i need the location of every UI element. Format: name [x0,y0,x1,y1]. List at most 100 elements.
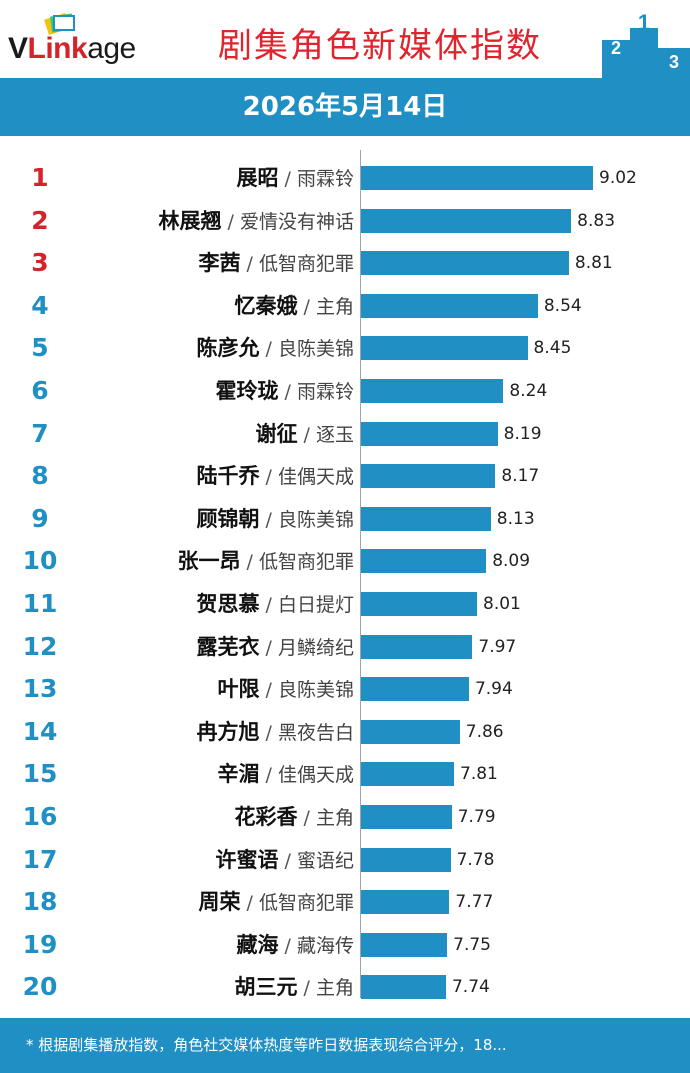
label-separator: / [297,807,316,829]
character-name: 忆秦娥 [234,293,298,318]
drama-title: 白日提灯 [277,594,354,616]
rank-number: 11 [22,589,58,618]
bar [361,932,448,957]
chart-row: 9 顾锦朝 / 良陈美锦 8.13 [0,498,690,540]
value-label: 8.09 [492,551,531,572]
category-label: 忆秦娥 / 主角 [235,285,355,327]
character-name: 谢征 [255,421,298,446]
bar [361,336,528,361]
rank-number: 7 [31,418,49,448]
category-label: 顾锦朝 / 良陈美锦 [197,498,355,540]
drama-title: 藏海传 [296,934,354,957]
character-name: 藏海 [236,932,279,957]
chart-row: 18 周荣 / 低智商犯罪 7.77 [0,881,690,923]
rank-number: 1 [31,163,49,192]
drama-title: 低智商犯罪 [258,551,354,574]
value-label: 7.81 [460,764,498,785]
rank-number: 17 [22,844,58,874]
value-label: 8.01 [483,594,521,614]
value-label: 7.78 [456,849,495,870]
category-label: 贺思慕 / 白日提灯 [197,583,355,625]
label-separator: / [240,253,259,276]
category-label: 辛湄 / 佳偶天成 [218,753,355,795]
value-label: 8.83 [577,210,616,231]
label-separator: / [259,679,278,702]
bar [361,975,446,1000]
character-name: 陆千乔 [196,464,260,489]
label-separator: / [278,849,297,872]
rank-number: 4 [31,290,49,320]
drama-title: 爱情没有神话 [239,210,354,233]
chart-row: 20 胡三元 / 主角 7.74 [0,966,690,1008]
bar [361,677,469,702]
value-label: 8.19 [503,423,542,444]
value-label: 7.97 [478,636,517,657]
chart-row: 12 露芜衣 / 月鳞绮纪 7.97 [0,626,690,668]
value-label: 7.74 [451,977,490,998]
page-title: 剧集角色新媒体指数 [218,26,542,66]
rank-number: 5 [31,333,49,363]
category-label: 林展翘 / 爱情没有神话 [159,200,355,242]
rank-number: 6 [31,376,49,405]
bar [361,549,487,574]
label-separator: / [259,636,278,659]
drama-title: 低智商犯罪 [258,892,354,915]
category-label: 霍玲珑 / 雨霖铃 [216,370,355,412]
bar [361,379,504,403]
svg-text:1: 1 [638,10,650,35]
character-name: 辛湄 [217,762,260,787]
drama-title: 佳偶天成 [277,466,354,489]
bar [361,293,538,318]
category-label: 露芜衣 / 月鳞绮纪 [197,626,355,668]
rank-number: 16 [22,802,58,831]
bar [361,166,593,190]
category-label: 叶限 / 良陈美锦 [218,668,355,710]
svg-text:3: 3 [669,52,679,72]
date-banner: 2026年5月14日 [0,78,690,136]
drama-title: 逐玉 [315,423,354,446]
drama-title: 良陈美锦 [277,679,354,702]
character-name: 贺思慕 [196,592,260,616]
chart-row: 6 霍玲珑 / 雨霖铃 8.24 [0,370,690,412]
rank-number: 2 [31,205,49,235]
vlinkage-logo: VLinkage [8,10,158,70]
label-separator: / [240,551,259,574]
drama-title: 蜜语纪 [296,849,354,872]
value-label: 8.81 [574,253,613,274]
bar [361,592,477,616]
character-name: 展昭 [236,166,279,190]
bar [361,847,451,872]
drama-title: 低智商犯罪 [258,253,354,276]
label-separator: / [259,721,278,744]
category-label: 许蜜语 / 蜜语纪 [216,839,355,881]
value-label: 7.86 [465,721,504,742]
value-label: 8.17 [501,466,540,487]
value-label: 7.94 [474,679,513,700]
bar [361,208,572,233]
label-separator: / [278,381,297,403]
label-separator: / [297,295,316,318]
character-name: 顾锦朝 [196,506,260,531]
drama-title: 良陈美锦 [277,508,354,531]
label-separator: / [259,508,278,531]
rank-number: 18 [22,887,58,917]
category-label: 展昭 / 雨霖铃 [237,157,355,199]
category-label: 李茜 / 低智商犯罪 [199,242,355,284]
drama-title: 雨霖铃 [296,168,354,190]
value-label: 8.54 [543,295,582,316]
label-separator: / [259,594,278,616]
chart-row: 17 许蜜语 / 蜜语纪 7.78 [0,839,690,881]
label-separator: / [297,423,316,446]
character-name: 许蜜语 [215,847,279,872]
character-name: 张一昂 [177,549,241,574]
rank-number: 3 [31,248,49,278]
character-name: 林展翘 [158,208,222,233]
footer-note-bar: * 根据剧集播放指数，角色社交媒体热度等昨日数据表现综合评分，18... [0,1018,690,1073]
logo-cards-icon [44,12,75,36]
value-label: 8.13 [496,508,535,529]
drama-title: 主角 [315,295,354,318]
chart-row: 16 花彩香 / 主角 7.79 [0,796,690,838]
rank-number: 19 [22,929,58,959]
drama-title: 月鳞绮纪 [277,636,354,659]
drama-title: 雨霖铃 [296,381,354,403]
